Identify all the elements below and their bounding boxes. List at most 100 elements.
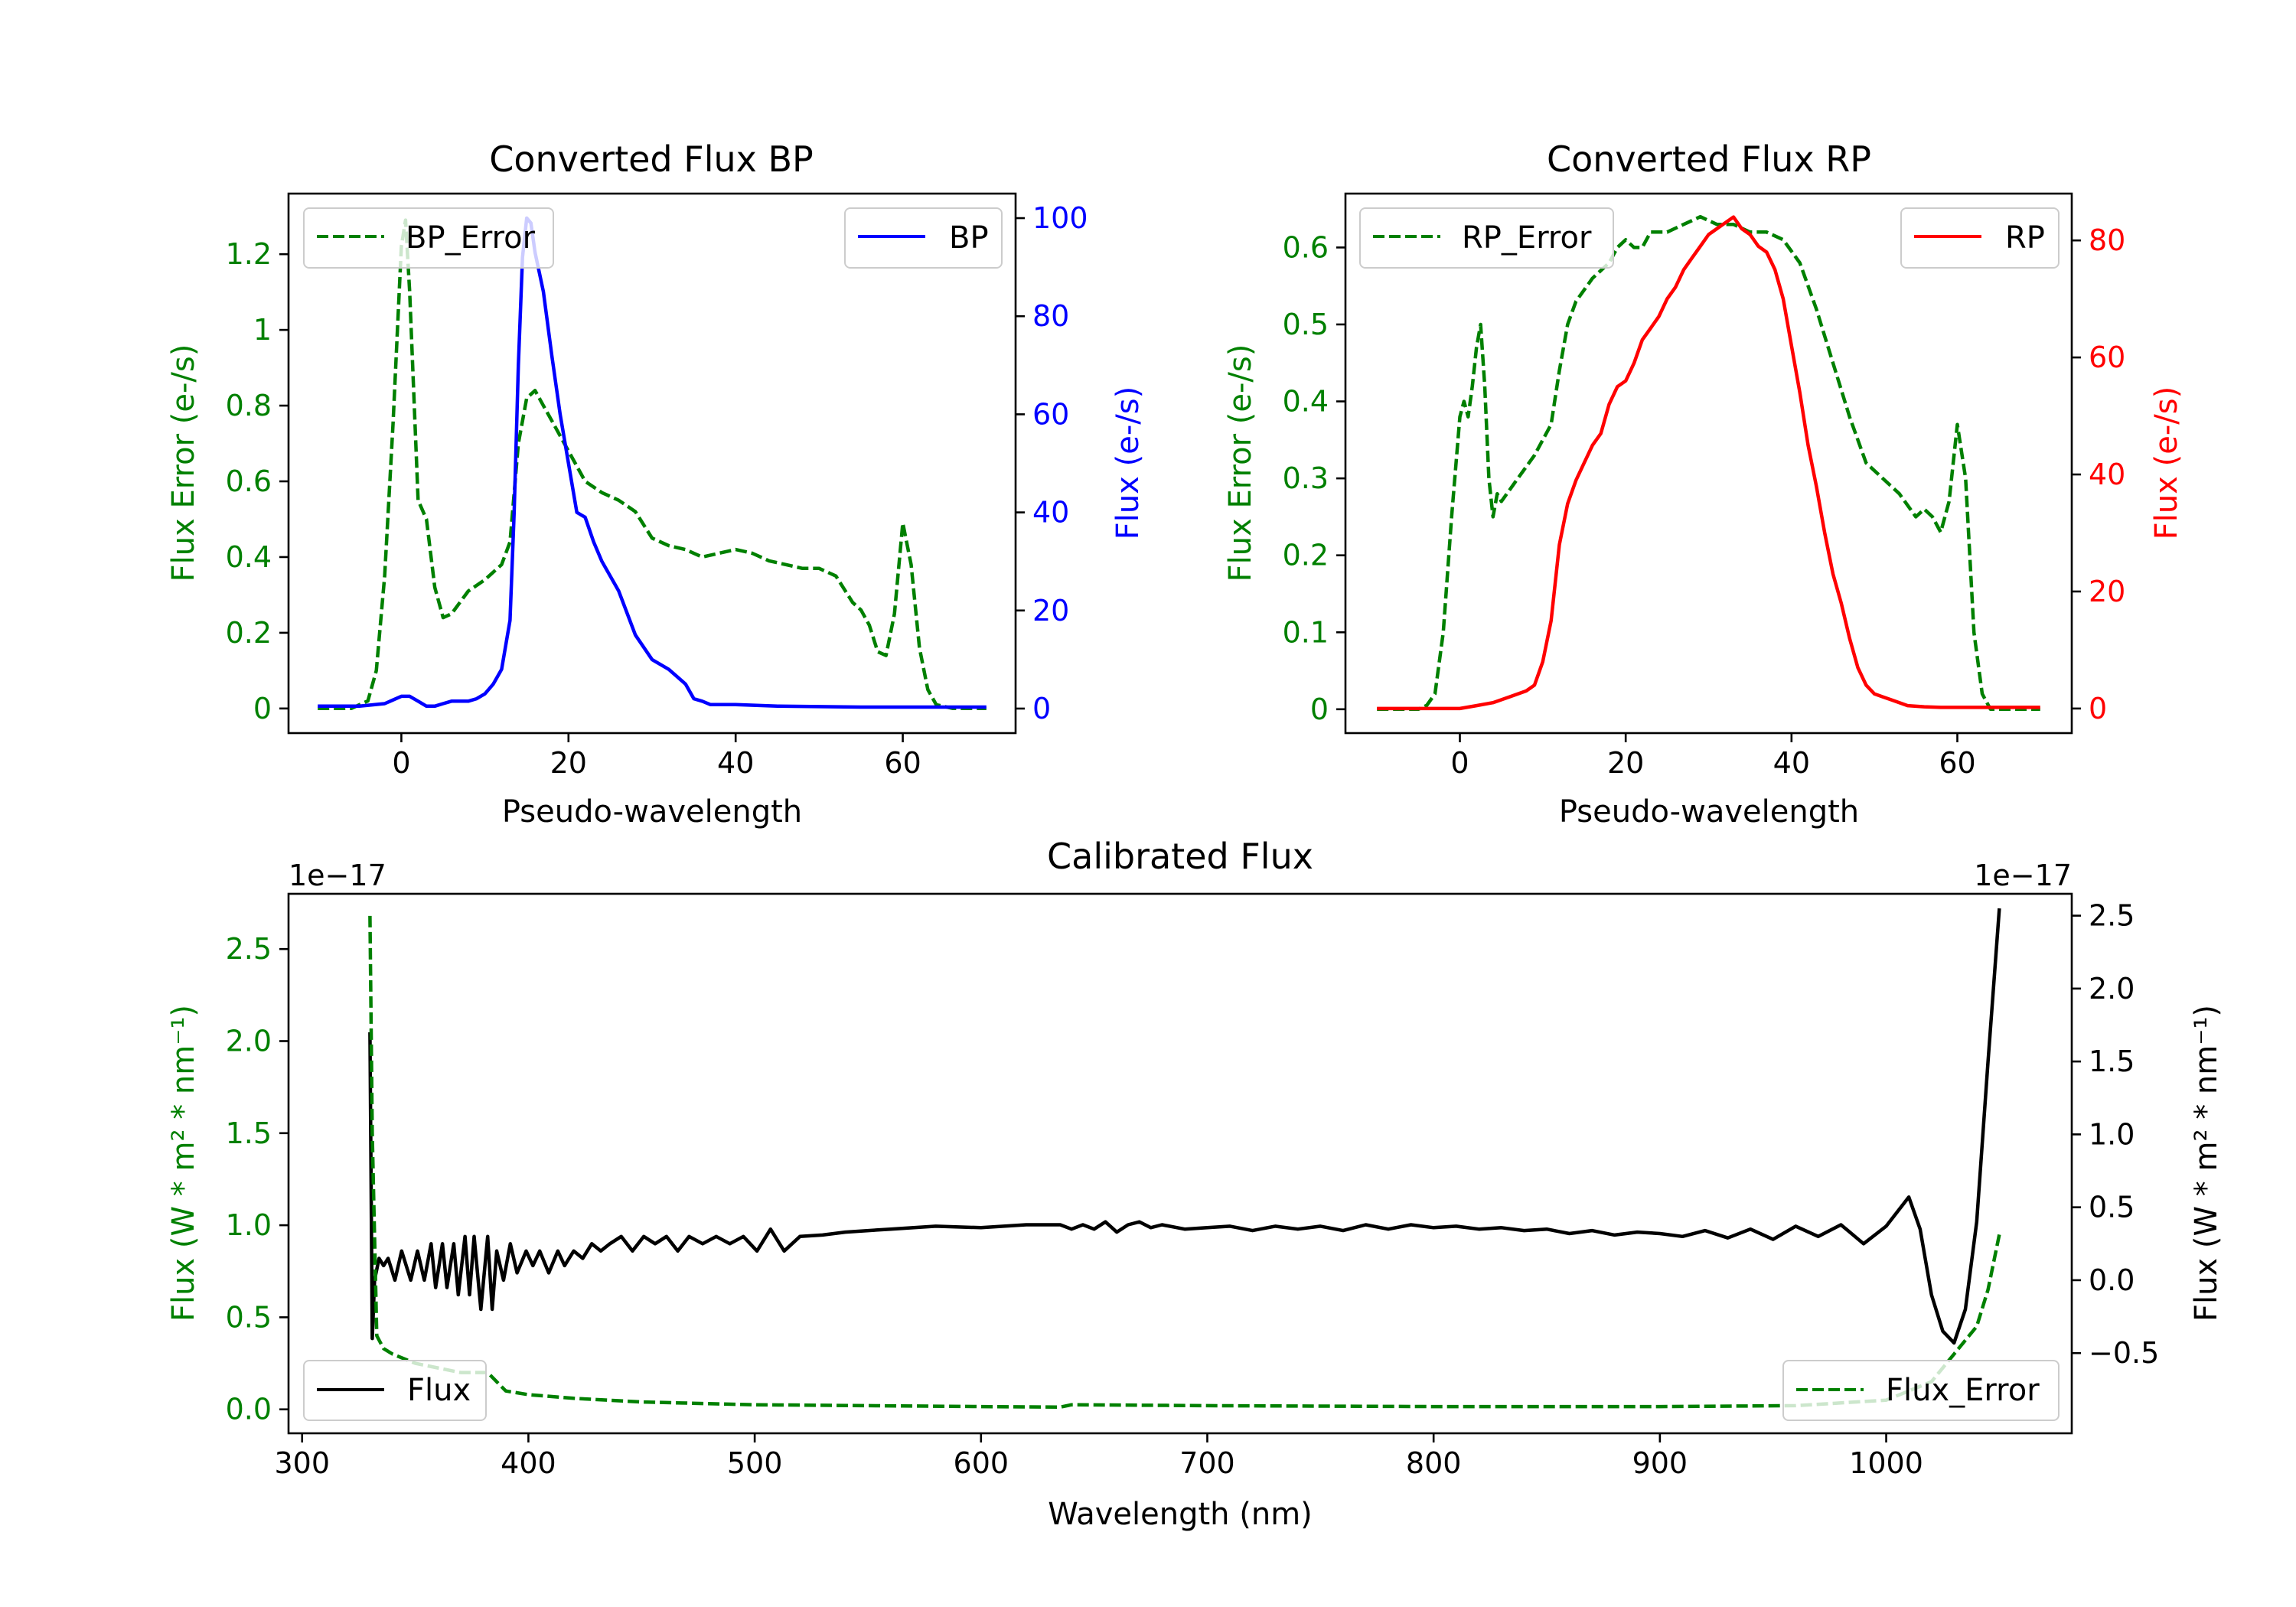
- rp-left-y-label: Flux Error (e-/s): [1223, 344, 1258, 582]
- y-tick-label: 0.5: [2089, 1191, 2135, 1224]
- calibrated-plot-area: [368, 908, 2001, 1410]
- x-tick-label: 1000: [1849, 1446, 1923, 1480]
- calibrated-title: Calibrated Flux: [1047, 836, 1313, 877]
- x-tick-label: 600: [954, 1446, 1009, 1480]
- rp-panel: Converted Flux RP 0 20 40 60 00.10.20.30.40…: [1223, 139, 2184, 830]
- calibrated-right-y-label: Flux (W * m² * nm⁻¹): [2189, 1005, 2224, 1322]
- bp-error-legend[interactable]: BP_Error: [303, 207, 554, 269]
- y-tick-label: 2.5: [2089, 899, 2135, 933]
- legend-label: BP_Error: [406, 220, 536, 256]
- x-tick-label: 0: [392, 746, 410, 780]
- y-tick-label: 20: [2089, 575, 2125, 608]
- calibrated-panel: Calibrated Flux 1e−17 1e−17 300 400 500 600…: [166, 836, 2224, 1532]
- calibrated-x-label: Wavelength (nm): [1048, 1497, 1313, 1532]
- y-tick-label: 0: [2089, 692, 2107, 725]
- rp-right-y-label: Flux (e-/s): [2149, 386, 2184, 539]
- rp-error-legend[interactable]: RP_Error: [1359, 207, 1614, 269]
- y-tick-label: 0.4: [1283, 385, 1329, 419]
- y-tick-label: 0.6: [1283, 230, 1329, 264]
- bp-right-y-label: Flux (e-/s): [1110, 386, 1146, 539]
- legend-label: BP: [949, 220, 989, 256]
- y-tick-label: 2.0: [2089, 972, 2135, 1006]
- calibrated-left-ticks: 0.0 0.5 1.0 1.5 2.0 2.5: [226, 932, 289, 1426]
- legend-label: RP: [2005, 220, 2045, 256]
- x-tick-label: 20: [1607, 746, 1644, 780]
- x-tick-label: 400: [501, 1446, 556, 1480]
- rp-right-ticks: 0 20 40 60 80: [2072, 223, 2125, 725]
- y-tick-label: 60: [2089, 341, 2125, 374]
- y-tick-label: 0.2: [1283, 539, 1329, 572]
- rp-left-ticks: 0 0.1 0.2 0.3 0.4 0.5 0.6: [1283, 230, 1345, 726]
- x-tick-label: 60: [1939, 746, 1975, 780]
- y-tick-label: 0.0: [2089, 1263, 2135, 1297]
- legend-box: [1782, 1360, 2060, 1421]
- calibrated-axes-frame: [287, 892, 2073, 1435]
- y-tick-label: −0.5: [2089, 1336, 2159, 1370]
- y-tick-label: 0.1: [1283, 615, 1329, 649]
- x-tick-label: 0: [1450, 746, 1469, 780]
- y-tick-label: 1.5: [2089, 1045, 2135, 1078]
- rp-title: Converted Flux RP: [1547, 139, 1871, 180]
- bp-plot-area: [318, 216, 987, 711]
- y-tick-label: 60: [1032, 397, 1069, 431]
- bp-flux-legend[interactable]: BP: [844, 207, 1003, 269]
- x-tick-label: 900: [1632, 1446, 1688, 1480]
- bp-bp-error-line: [318, 218, 987, 711]
- y-tick-label: 0.6: [226, 464, 272, 498]
- rp-axes-frame: [1344, 192, 2073, 735]
- x-tick-label: 300: [274, 1446, 330, 1480]
- rp-x-label: Pseudo-wavelength: [1559, 794, 1859, 830]
- x-tick-label: 40: [1773, 746, 1810, 780]
- y-tick-label: 1.2: [226, 237, 272, 271]
- bp-x-label: Pseudo-wavelength: [502, 794, 802, 830]
- calibrated-right-ticks: −0.5 0.0 0.5 1.0 1.5 2.0 2.5: [2072, 899, 2159, 1370]
- calibrated-flux-legend[interactable]: Flux: [303, 1360, 487, 1421]
- y-tick-label: 20: [1032, 594, 1069, 627]
- calibrated-x-ticks: 300 400 500 600 700 800 900 1000: [274, 1433, 1923, 1480]
- y-tick-label: 0.3: [1283, 461, 1329, 495]
- y-tick-label: 0: [1032, 692, 1051, 725]
- x-tick-label: 500: [727, 1446, 783, 1480]
- y-tick-label: 0.8: [226, 389, 272, 422]
- y-tick-label: 0.5: [1283, 308, 1329, 341]
- y-tick-label: 40: [1032, 496, 1069, 530]
- y-tick-label: 1.5: [226, 1116, 272, 1150]
- bp-bp-line: [318, 216, 987, 709]
- calibrated-flux-error-line: [368, 915, 2001, 1410]
- calibrated-left-y-label: Flux (W * m² * nm⁻¹): [166, 1005, 201, 1322]
- legend-box: [303, 207, 554, 269]
- legend-label: Flux: [407, 1373, 471, 1408]
- y-tick-label: 80: [1032, 299, 1069, 333]
- y-tick-label: 40: [2089, 458, 2125, 491]
- y-tick-label: 100: [1032, 201, 1088, 235]
- y-tick-label: 1: [253, 313, 272, 347]
- y-tick-label: 0: [1310, 693, 1329, 726]
- x-tick-label: 800: [1406, 1446, 1462, 1480]
- rp-plot-area: [1377, 214, 2040, 712]
- y-tick-label: 2.0: [226, 1024, 272, 1058]
- y-tick-label: 0.0: [226, 1393, 272, 1426]
- y-tick-label: 2.5: [226, 932, 272, 966]
- rp-flux-legend[interactable]: RP: [1900, 207, 2060, 269]
- bp-axes-frame: [287, 192, 1017, 735]
- calibrated-left-offset: 1e−17: [289, 859, 386, 892]
- calibrated-flux-line: [368, 908, 2001, 1345]
- rp-x-ticks: 0 20 40 60: [1450, 733, 1976, 780]
- legend-label: RP_Error: [1462, 220, 1592, 256]
- y-tick-label: 0.4: [226, 540, 272, 574]
- bp-title: Converted Flux BP: [489, 139, 814, 180]
- rp-rp-line: [1377, 215, 2040, 711]
- y-tick-label: 0: [253, 692, 272, 725]
- x-tick-label: 40: [717, 746, 754, 780]
- bp-x-ticks: 0 20 40 60: [392, 733, 921, 780]
- y-tick-label: 0.5: [226, 1300, 272, 1334]
- legend-box: [1359, 207, 1614, 269]
- x-tick-label: 700: [1179, 1446, 1235, 1480]
- y-tick-label: 1.0: [226, 1208, 272, 1242]
- calibrated-error-legend[interactable]: Flux_Error: [1782, 1360, 2060, 1421]
- x-tick-label: 20: [550, 746, 587, 780]
- y-tick-label: 1.0: [2089, 1117, 2135, 1151]
- y-tick-label: 80: [2089, 223, 2125, 257]
- bp-right-ticks: 0 20 40 60 80 100: [1016, 201, 1088, 725]
